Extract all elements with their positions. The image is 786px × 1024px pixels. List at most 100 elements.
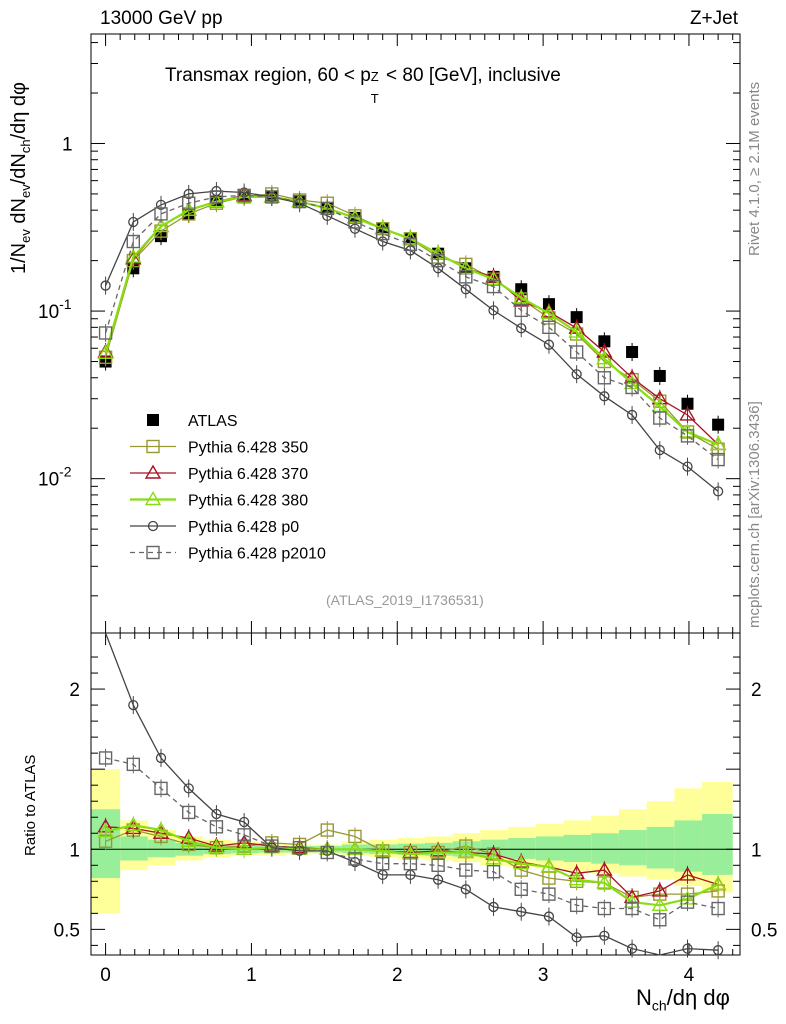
band-stat-2 xyxy=(147,839,176,858)
ratio-point-pythia-6-428-p0 xyxy=(516,906,527,917)
main-point-atlas xyxy=(712,418,725,431)
band-stat-21 xyxy=(674,820,703,872)
ratio-point-pythia-6-428-350 xyxy=(320,823,334,837)
main-point-pythia-6-428-p0 xyxy=(654,444,665,456)
main-point-pythia-6-428-p0 xyxy=(488,305,499,316)
ratio-point-pythia-6-428-p2010 xyxy=(653,913,667,927)
main-point-pythia-6-428-p2010 xyxy=(98,326,113,340)
main-point-pythia-6-428-p2010 xyxy=(486,279,501,294)
main-point-atlas xyxy=(626,345,639,358)
main-plot-frame: 10-2 10-1 1 xyxy=(38,33,741,634)
main-point-pythia-6-428-p0 xyxy=(128,216,139,228)
ratio-axes-frame xyxy=(90,632,741,956)
ratio-y-tick-label-right: 0.5 xyxy=(751,920,777,941)
ratio-line-pythia-6-428-p2010 xyxy=(105,757,719,921)
main-axes-frame xyxy=(90,33,741,634)
main-point-pythia-6-428-380 xyxy=(596,350,613,365)
ratio-point-pythia-6-428-370 xyxy=(651,882,669,897)
main-point-pythia-6-428-p0 xyxy=(100,280,111,291)
title-pre: Transmax region, 60 < p xyxy=(165,65,371,86)
ratio-point-pythia-6-428-p2010 xyxy=(154,781,168,796)
main-point-pythia-6-428-p2010 xyxy=(653,411,667,425)
main-point-pythia-6-428-380 xyxy=(709,436,727,451)
legend: ATLAS Pythia 6.428 350 Pythia 6.428 370 Pyt… xyxy=(130,413,326,563)
title-post: < 80 [GeV], inclusive xyxy=(380,65,561,86)
main-point-pythia-6-428-p2010 xyxy=(542,320,556,335)
ratio-y-tick-label-right: 1 xyxy=(751,840,762,861)
main-point-pythia-6-428-p2010 xyxy=(375,226,390,241)
x-tick-label: 2 xyxy=(392,965,403,986)
ratio-point-pythia-6-428-p0 xyxy=(599,930,610,941)
ratio-point-pythia-6-428-380 xyxy=(709,876,727,891)
ratio-point-pythia-6-428-p2010 xyxy=(98,751,113,765)
legend-label-1: Pythia 6.428 350 xyxy=(188,440,308,457)
main-point-pythia-6-428-p2010 xyxy=(265,190,279,204)
ratio-point-pythia-6-428-380 xyxy=(97,823,114,838)
legend-label-2: Pythia 6.428 370 xyxy=(188,466,308,483)
main-y-tick-exp: -2 xyxy=(59,464,72,480)
main-point-pythia-6-428-p2010 xyxy=(625,380,639,395)
main-point-pythia-6-428-p0 xyxy=(626,409,638,421)
x-tick-label: 3 xyxy=(538,965,549,986)
ratio-y-tick-label-left: 1 xyxy=(69,840,80,861)
band-stat-1 xyxy=(120,836,148,861)
main-line-pythia-6-428-p2010 xyxy=(104,194,719,461)
ratio-point-pythia-6-428-380 xyxy=(596,874,613,889)
ratio-point-pythia-6-428-p2010 xyxy=(625,901,639,916)
ratio-point-pythia-6-428-p2010 xyxy=(711,901,725,916)
ratio-point-pythia-6-428-p0 xyxy=(626,943,638,954)
ratio-plot-frame: 0 1 2 3 4 0.5 0.5 1 1 2 2 xyxy=(54,632,777,986)
main-point-pythia-6-428-p0 xyxy=(599,391,610,402)
plot-title: Transmax region, 60 < p Z T < 80 [GeV], … xyxy=(165,65,561,106)
ratio-point-pythia-6-428-p2010 xyxy=(514,882,528,897)
main-point-pythia-6-428-p0 xyxy=(543,339,555,350)
band-stat-18 xyxy=(591,833,619,864)
main-point-pythia-6-428-p2010 xyxy=(209,190,224,204)
legend-label-0: ATLAS xyxy=(188,413,238,430)
ratio-point-pythia-6-428-p2010 xyxy=(597,901,612,916)
main-plot-series xyxy=(97,182,727,501)
band-stat-16 xyxy=(535,836,564,861)
title-sup: Z xyxy=(370,69,379,84)
ratio-y-tick-label-left: 0.5 xyxy=(54,920,80,941)
ratio-y-axis-label: Ratio to ATLAS xyxy=(22,754,39,856)
ratio-y-tick-label-right: 2 xyxy=(751,680,762,701)
legend-label-5: Pythia 6.428 p2010 xyxy=(188,546,326,563)
ratio-point-pythia-6-428-p0 xyxy=(128,699,139,711)
main-point-pythia-6-428-p2010 xyxy=(403,237,418,252)
main-point-pythia-6-428-380 xyxy=(152,218,170,233)
band-stat-17 xyxy=(563,834,592,863)
ratio-point-pythia-6-428-p0 xyxy=(682,943,693,954)
main-point-pythia-6-428-380 xyxy=(568,323,585,338)
x-tick-label: 0 xyxy=(100,965,111,986)
ratio-y-tick-label-left: 2 xyxy=(69,680,80,701)
ratio-point-pythia-6-428-p0 xyxy=(460,884,471,895)
x-tick-label: 1 xyxy=(246,965,257,986)
ratio-point-pythia-6-428-p0 xyxy=(571,932,582,943)
main-y-tick-exp: -1 xyxy=(59,296,72,312)
main-point-atlas xyxy=(681,397,694,410)
ratio-point-pythia-6-428-380 xyxy=(651,896,669,912)
ratio-point-pythia-6-428-p2010 xyxy=(209,820,224,834)
ratio-point-pythia-6-428-p2010 xyxy=(431,858,445,872)
main-point-pythia-6-428-p2010 xyxy=(126,234,140,249)
rivet-info: Rivet 4.1.0, ≥ 2.1M events xyxy=(746,81,763,256)
main-y-tick-label: 1 xyxy=(62,134,73,155)
ratio-point-pythia-6-428-p0 xyxy=(432,874,444,885)
ratio-point-pythia-6-428-380 xyxy=(513,855,530,870)
ratio-point-pythia-6-428-p2010 xyxy=(459,863,473,877)
ratio-point-pythia-6-428-p2010 xyxy=(182,805,196,820)
x-tick-label: 4 xyxy=(684,965,695,986)
main-point-pythia-6-428-380 xyxy=(540,304,558,319)
ratio-point-pythia-6-428-380 xyxy=(540,858,558,873)
analysis-watermark: (ATLAS_2019_I1736531) xyxy=(326,592,484,608)
ratio-point-pythia-6-428-380 xyxy=(152,821,170,836)
ratio-point-pythia-6-428-380 xyxy=(568,871,585,886)
main-point-pythia-6-428-p0 xyxy=(516,323,527,334)
ratio-point-pythia-6-428-p2010 xyxy=(403,856,418,871)
main-point-pythia-6-428-p2010 xyxy=(182,196,196,210)
ratio-point-pythia-6-428-p0 xyxy=(543,911,555,922)
legend-marker-4 xyxy=(147,520,159,532)
main-point-pythia-6-428-p0 xyxy=(712,486,724,497)
